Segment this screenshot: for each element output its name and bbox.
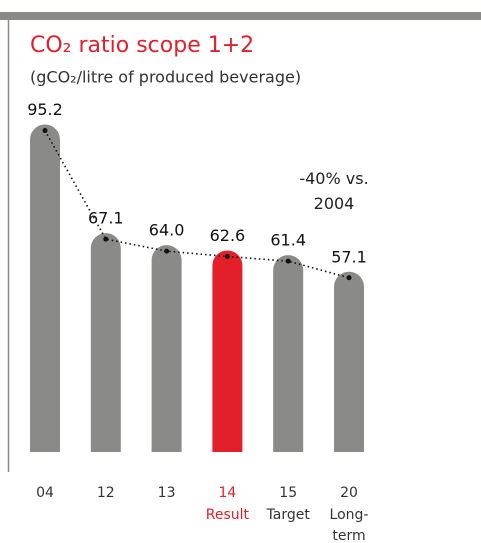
x-tick-label: 12 xyxy=(97,485,115,501)
category-note: Result xyxy=(205,507,250,523)
bar xyxy=(273,255,304,452)
trend-dot xyxy=(103,236,109,242)
trend-dot xyxy=(164,248,170,254)
value-label: 64.0 xyxy=(149,221,185,240)
x-tick-label: 04 xyxy=(36,485,54,501)
category-note: Long-term Goal xyxy=(329,507,369,543)
category-note: Target xyxy=(266,507,310,523)
x-tick-label: 14 xyxy=(218,485,236,501)
chart-subtitle: (gCO₂/litre of produced beverage) xyxy=(30,68,301,87)
value-label: 62.6 xyxy=(210,226,246,245)
value-label: 67.1 xyxy=(88,209,124,228)
bar xyxy=(212,250,243,452)
trend-dot xyxy=(346,275,352,281)
trend-dot xyxy=(42,128,48,134)
value-label: 61.4 xyxy=(270,231,306,250)
trend-dot xyxy=(285,258,291,264)
bar xyxy=(90,233,121,452)
chart-title: CO₂ ratio scope 1+2 xyxy=(30,33,254,58)
x-tick-label: 15 xyxy=(279,485,297,501)
x-tick-label: 13 xyxy=(158,485,176,501)
x-tick-label: 20 xyxy=(340,485,358,501)
value-label: 57.1 xyxy=(331,247,367,266)
annotation: -40% vs. 2004 xyxy=(299,169,369,213)
trend-dot xyxy=(224,254,230,259)
top-rule xyxy=(0,12,481,20)
bar xyxy=(151,245,182,452)
bar xyxy=(30,124,60,452)
value-label: 95.2 xyxy=(27,100,63,119)
bar xyxy=(334,271,364,452)
trend-line xyxy=(44,130,350,279)
